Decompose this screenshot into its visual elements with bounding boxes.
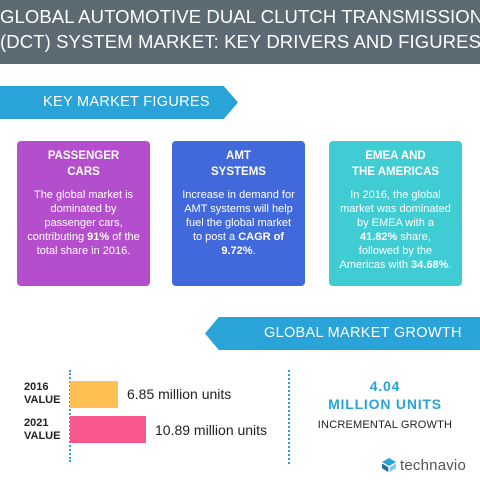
card-title-line-1: AMT [226,150,251,162]
bar-2021 [70,416,146,443]
card-text-part: . [448,259,452,271]
brand-name: technavio [400,456,467,474]
title-line-2: (DCT) SYSTEM MARKET: KEY DRIVERS AND FIG… [0,31,480,52]
incremental-value: 4.04 [369,378,401,394]
card-highlight: CAGR of 9.72% [221,231,285,257]
card-amt-systems: AMT SYSTEMS Increase in demand for AMT s… [172,141,305,286]
card-emea-americas: EMEA AND THE AMERICAS In 2016, the globa… [329,141,462,286]
card-title: PASSENGER CARS [27,148,140,180]
row-label-2021: 2021 VALUE [24,417,64,443]
card-highlight: 91% [87,231,110,243]
card-text-part: In 2016, the global market was dominated… [340,189,451,229]
card-highlight: 41.82% [360,231,398,243]
incremental-unit: MILLION UNITS [328,396,442,412]
bar-value-2016: 6.85 million units [127,386,232,402]
card-text-part: of the total share in 2016. [36,231,140,257]
row-label-2016: 2016 VALUE [24,381,64,407]
card-title-line-2: THE AMERICAS [351,166,440,178]
incremental-label: INCREMENTAL GROWTH [317,419,453,431]
card-text: In 2016, the global market was dominated… [339,188,452,272]
card-text-part: . [252,245,256,257]
card-text: Increase in demand for AMT systems will … [182,188,295,258]
card-text-part: Increase in demand for AMT systems will … [182,189,295,243]
card-text-part: The global market is dominated by passen… [27,189,134,243]
row-year: 2021 [24,417,49,429]
header: GLOBAL AUTOMOTIVE DUAL CLUTCH TRANSMISSI… [0,0,480,64]
row-label-text: VALUE [24,430,61,442]
technavio-logo-icon [382,458,396,472]
section-divider [288,370,290,464]
card-title-line-1: PASSENGER [47,150,120,162]
key-figures-banner: KEY MARKET FIGURES [0,86,238,119]
bar-value-2021: 10.89 million units [155,422,268,438]
card-title-line-2: CARS [67,166,100,178]
card-text-part: share, followed by the Americas with [339,231,433,271]
card-highlight: 34.68% [411,259,449,271]
card-title: AMT SYSTEMS [182,148,295,180]
key-figures-heading: KEY MARKET FIGURES [43,94,210,110]
title-line-1: GLOBAL AUTOMOTIVE DUAL CLUTCH TRANSMISSI… [0,6,480,27]
card-title-line-1: EMEA AND [365,150,426,162]
card-text: The global market is dominated by passen… [27,188,140,258]
card-title: EMEA AND THE AMERICAS [339,148,452,180]
growth-banner: GLOBAL MARKET GROWTH [205,317,480,350]
row-label-text: VALUE [24,394,61,406]
card-title-line-2: SYSTEMS [211,166,266,178]
brand-logo: technavio [381,455,466,475]
growth-heading: GLOBAL MARKET GROWTH [264,325,462,341]
card-passenger-cars: PASSENGER CARS The global market is domi… [17,141,150,286]
row-year: 2016 [24,381,49,393]
page-title: GLOBAL AUTOMOTIVE DUAL CLUTCH TRANSMISSI… [0,4,480,54]
bar-2016 [70,381,118,408]
